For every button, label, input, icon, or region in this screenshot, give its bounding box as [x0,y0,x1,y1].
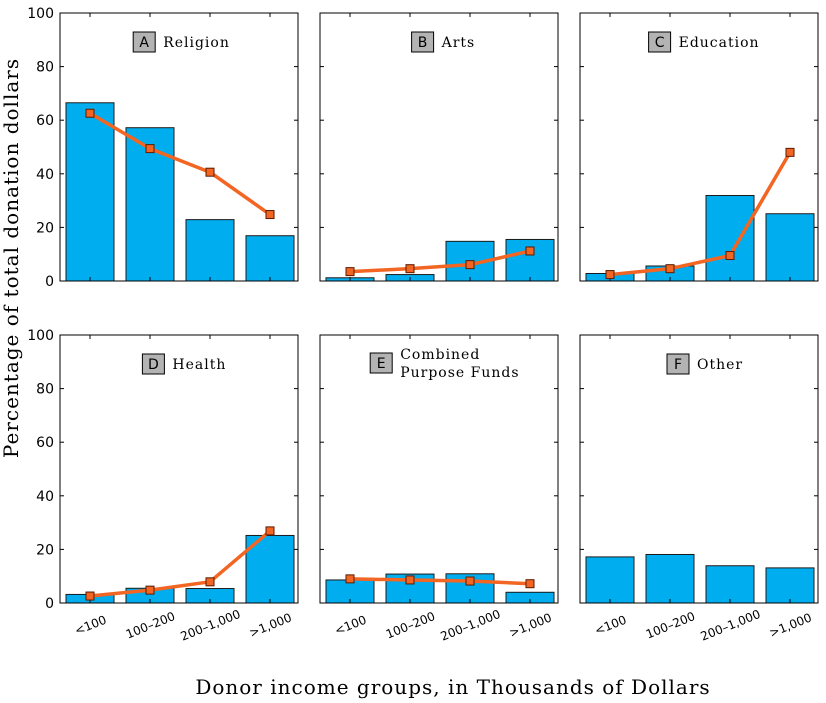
panel-badge [369,352,393,374]
panel-title: Religion [163,35,230,51]
bar-f-1 [645,553,695,604]
y-tick-label: 60 [36,113,54,129]
panel-letter: A [139,35,149,51]
y-tick-label: 100 [27,328,54,344]
marker-b-0 [345,267,355,277]
panels: 0 20 40 60 80 100 A Religion B Arts C Education 0 20 4… [27,6,819,644]
marker-a-0 [85,108,95,118]
panel-badge [648,31,672,53]
panel-frame [319,12,559,282]
panel-title: Health [172,357,226,373]
y-tick-label: 40 [36,489,54,505]
line-d [89,529,272,598]
panel-letter: E [377,356,386,372]
marker-d-2 [205,577,215,587]
bar-a-3 [245,235,295,282]
x-tick-label: <100 [593,613,629,638]
y-tick-label: 80 [36,382,54,398]
panel-title: Other [697,357,743,373]
panel-title: Combined [400,347,480,363]
marker-c-2 [725,251,735,261]
marker-a-2 [205,167,215,177]
bar-f-2 [705,565,755,604]
x-tick-label: >1,000 [767,610,813,640]
bar-a-2 [185,219,235,282]
panel-f: <100 100–200 200–1,000 >1,000 F Other [579,334,819,644]
y-axis-label: Percentage of total donation dollars [0,58,23,458]
bar-f-0 [585,556,635,604]
panel-frame [59,12,299,282]
panel-c: C Education [579,12,819,282]
x-axis-label: Donor income groups, in Thousands of Dol… [195,675,710,699]
panel-b: B Arts [319,12,559,282]
panel-letter: B [418,35,428,51]
x-tick-label: 200–1,000 [439,607,503,644]
marker-e-2 [465,576,475,586]
marker-a-1 [145,144,155,154]
marker-b-3 [525,246,535,256]
bar-a-0 [65,102,115,282]
bar-c-2 [705,195,755,282]
panel-badge [132,31,156,53]
marker-e-1 [405,575,415,585]
panel-frame [59,334,299,604]
y-tick-label: 80 [36,60,54,76]
x-tick-label: 100–200 [124,609,177,641]
x-tick-label: 100–200 [384,609,437,641]
panel-badge [666,353,690,375]
y-tick-label: 100 [27,6,54,22]
marker-b-1 [405,264,415,274]
y-tick-label: 20 [36,542,54,558]
panel-badge [141,353,165,375]
panel-title: Arts [441,35,476,51]
x-tick-label: 200–1,000 [699,607,763,644]
x-tick-label: <100 [333,613,369,638]
panel-letter: F [674,357,682,373]
panel-title: Education [679,35,760,51]
panel-a: 0 20 40 60 80 100 A Religion [27,6,299,290]
panel-e: <100 100–200 200–1,000 >1,000 E Combined Purpo… [319,334,559,644]
y-tick-label: 0 [45,596,54,612]
y-tick-label: 60 [36,435,54,451]
marker-b-2 [465,260,475,270]
panel-frame [579,334,819,604]
line-c [609,151,792,277]
panel-letter: C [655,35,665,51]
x-tick-label: <100 [73,613,109,638]
x-tick-label: 200–1,000 [179,607,243,644]
x-tick-label: >1,000 [247,610,293,640]
marker-e-3 [525,579,535,589]
panel-letter: D [148,357,159,373]
panel-d: 0 20 40 60 80 100 <100 100–200 200–1,000 >1,000 D H… [27,328,299,644]
x-tick-label: 100–200 [644,609,697,641]
line-a [89,111,272,216]
line-e [349,577,531,586]
panel-title: Purpose Funds [400,365,519,381]
bar-c-3 [765,213,815,282]
marker-e-0 [345,574,355,584]
x-tick-label: >1,000 [507,610,553,640]
marker-a-3 [265,210,275,220]
panel-frame [319,334,559,604]
marker-c-1 [665,264,675,274]
marker-d-1 [145,585,155,595]
marker-c-3 [785,147,795,157]
panel-badge [411,31,435,53]
y-tick-label: 40 [36,167,54,183]
bar-f-3 [765,567,815,604]
marker-d-0 [85,591,95,601]
marker-c-0 [605,270,615,280]
y-tick-label: 20 [36,220,54,236]
bar-b-3 [505,238,555,282]
marker-d-3 [265,526,275,536]
line-b [349,249,531,274]
panel-frame [579,12,819,282]
y-tick-label: 0 [45,274,54,290]
